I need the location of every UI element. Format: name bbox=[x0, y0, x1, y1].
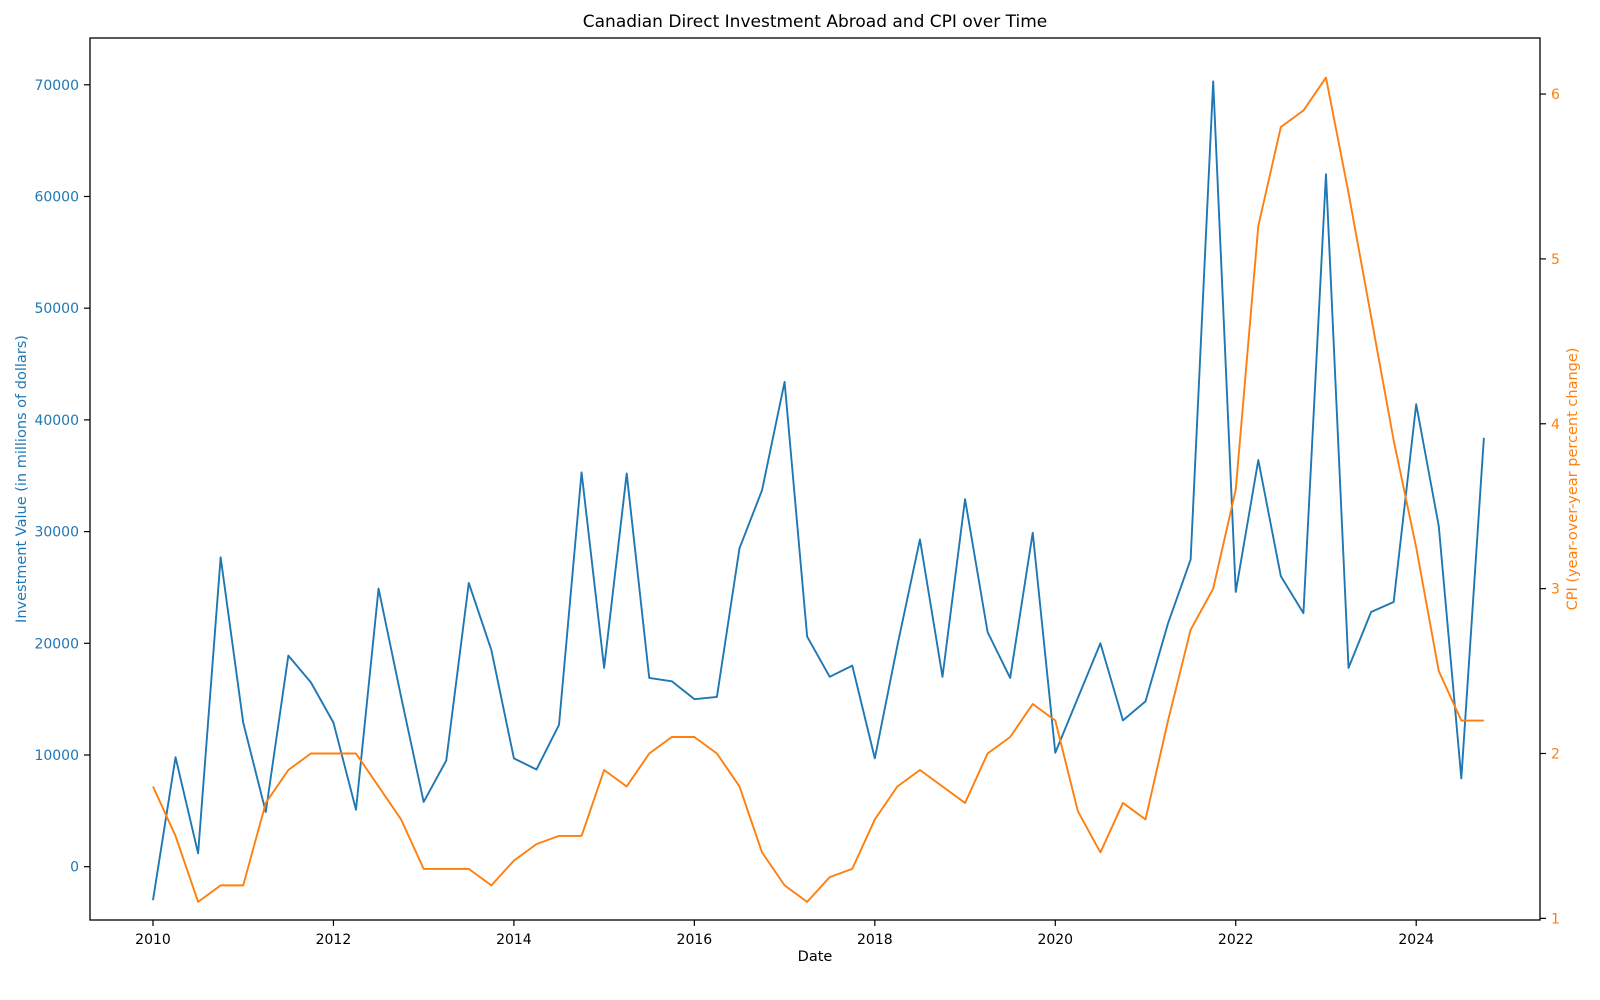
y-left-tick-label: 40000 bbox=[34, 413, 79, 429]
y-left-tick-label: 50000 bbox=[34, 301, 79, 317]
x-tick-label: 2018 bbox=[857, 932, 893, 948]
y-axis-label-right: CPI (year-over-year percent change) bbox=[1565, 347, 1581, 611]
chart-title: Canadian Direct Investment Abroad and CP… bbox=[582, 12, 1048, 32]
x-tick-label: 2014 bbox=[496, 932, 532, 948]
y-left-tick-label: 20000 bbox=[34, 636, 79, 652]
x-tick-label: 2024 bbox=[1398, 932, 1434, 948]
y-left-tick-label: 10000 bbox=[34, 748, 79, 764]
plot-border bbox=[89, 37, 1541, 921]
y-left-tick-label: 70000 bbox=[34, 78, 79, 94]
y-left-tick-label: 30000 bbox=[34, 525, 79, 541]
cpi-line bbox=[152, 76, 1484, 903]
x-tick-label: 2010 bbox=[135, 932, 171, 948]
y-axis-label-left: Investment Value (in millions of dollars… bbox=[14, 335, 30, 623]
y-right-tick-label: 5 bbox=[1551, 252, 1560, 268]
y-right-tick-label: 1 bbox=[1551, 911, 1560, 927]
y-right-tick-label: 3 bbox=[1551, 582, 1560, 598]
x-axis-label: Date bbox=[797, 949, 833, 965]
y-left-tick-label: 60000 bbox=[34, 189, 79, 205]
investment-line bbox=[152, 80, 1485, 901]
x-tick-label: 2012 bbox=[316, 932, 352, 948]
y-left-tick-label: 0 bbox=[70, 860, 79, 876]
x-tick-label: 2020 bbox=[1037, 932, 1073, 948]
x-tick-label: 2022 bbox=[1218, 932, 1254, 948]
y-right-tick-label: 6 bbox=[1551, 87, 1560, 103]
x-tick-label: 2016 bbox=[677, 932, 713, 948]
y-right-tick-label: 2 bbox=[1551, 746, 1560, 762]
y-right-tick-label: 4 bbox=[1551, 417, 1560, 433]
